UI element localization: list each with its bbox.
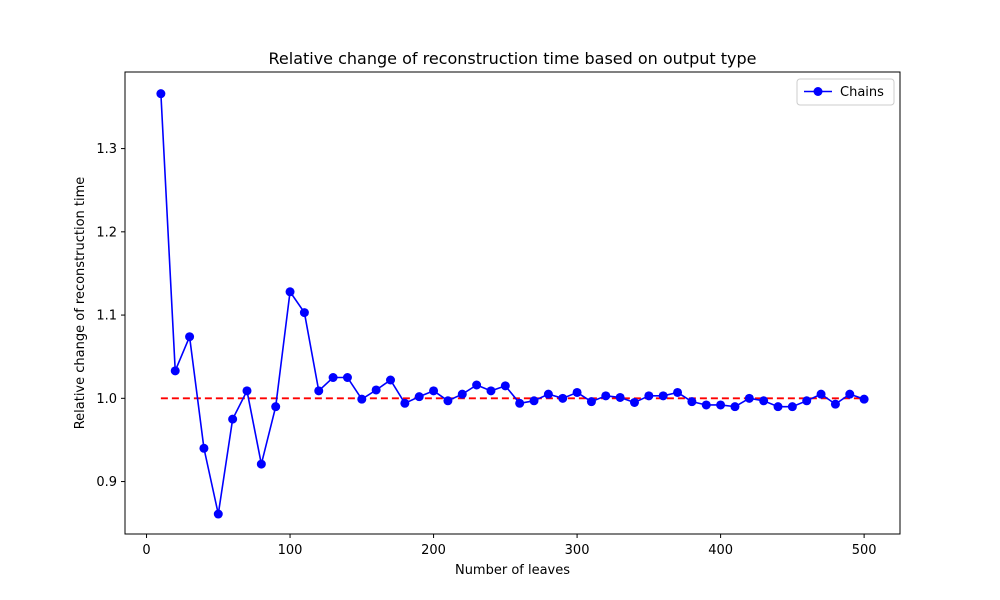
data-point — [644, 391, 654, 401]
legend: Chains — [796, 78, 895, 106]
data-point — [400, 398, 410, 408]
plot-frame — [124, 71, 901, 535]
data-point — [199, 443, 209, 453]
data-point — [371, 385, 381, 395]
data-point — [845, 389, 855, 399]
data-point — [242, 386, 252, 396]
data-point — [357, 394, 367, 404]
data-point — [256, 459, 266, 469]
y-tick-label: 1.1 — [96, 309, 117, 324]
data-point — [586, 397, 596, 407]
data-point — [170, 366, 180, 376]
data-point — [213, 509, 223, 519]
data-point — [658, 391, 668, 401]
legend-box — [796, 78, 895, 106]
data-point — [816, 389, 826, 399]
data-point — [730, 402, 740, 412]
y-axis-title: Relative change of reconstruction time — [73, 177, 88, 430]
data-point — [443, 396, 453, 406]
data-point — [543, 389, 553, 399]
data-point — [572, 387, 582, 397]
data-point — [515, 398, 525, 408]
data-point — [457, 389, 467, 399]
data-point — [687, 397, 697, 407]
plot-background — [125, 72, 900, 534]
legend-marker-chains — [813, 87, 823, 96]
data-point — [601, 391, 611, 401]
x-tick-label: 0 — [142, 543, 150, 558]
data-point — [314, 386, 324, 396]
data-point — [500, 381, 510, 391]
data-point — [773, 402, 783, 412]
y-axis: 0.9 1.0 1.1 1.2 1.3 — [96, 142, 125, 490]
data-point — [414, 392, 424, 402]
data-point — [615, 392, 625, 402]
data-point — [529, 396, 539, 406]
data-point — [228, 414, 238, 424]
data-point — [802, 396, 812, 406]
x-tick-label: 200 — [421, 543, 446, 558]
data-point — [629, 397, 639, 407]
data-point — [486, 386, 496, 396]
y-tick-label: 1.3 — [96, 142, 117, 157]
data-point — [299, 308, 309, 318]
x-tick-label: 500 — [852, 543, 877, 558]
x-axis-title: Number of leaves — [455, 563, 570, 578]
data-point — [185, 332, 195, 342]
data-point — [759, 396, 769, 406]
data-point — [701, 400, 711, 410]
chart-title: Relative change of reconstruction time b… — [269, 49, 757, 68]
y-tick-label: 1.0 — [96, 392, 117, 407]
data-point — [830, 399, 840, 409]
data-point — [156, 89, 166, 99]
data-point — [787, 402, 797, 412]
x-tick-label: 300 — [565, 543, 590, 558]
data-point — [859, 394, 869, 404]
data-point — [429, 386, 439, 396]
x-axis: 0 100 200 300 400 500 — [142, 534, 877, 558]
data-point — [472, 380, 482, 390]
data-point — [271, 402, 281, 412]
x-tick-label: 400 — [708, 543, 733, 558]
legend-label-chains: Chains — [840, 85, 884, 100]
data-point — [328, 373, 338, 383]
data-point — [386, 375, 396, 385]
series-layer — [156, 89, 869, 519]
y-tick-label: 0.9 — [96, 475, 117, 490]
data-point — [342, 373, 352, 383]
x-tick-label: 100 — [278, 543, 303, 558]
data-point — [744, 393, 754, 403]
data-point — [285, 287, 295, 297]
plot-area — [125, 72, 900, 534]
data-point — [673, 387, 683, 397]
data-point — [716, 400, 726, 410]
data-point — [558, 393, 568, 403]
y-tick-label: 1.2 — [96, 225, 117, 240]
